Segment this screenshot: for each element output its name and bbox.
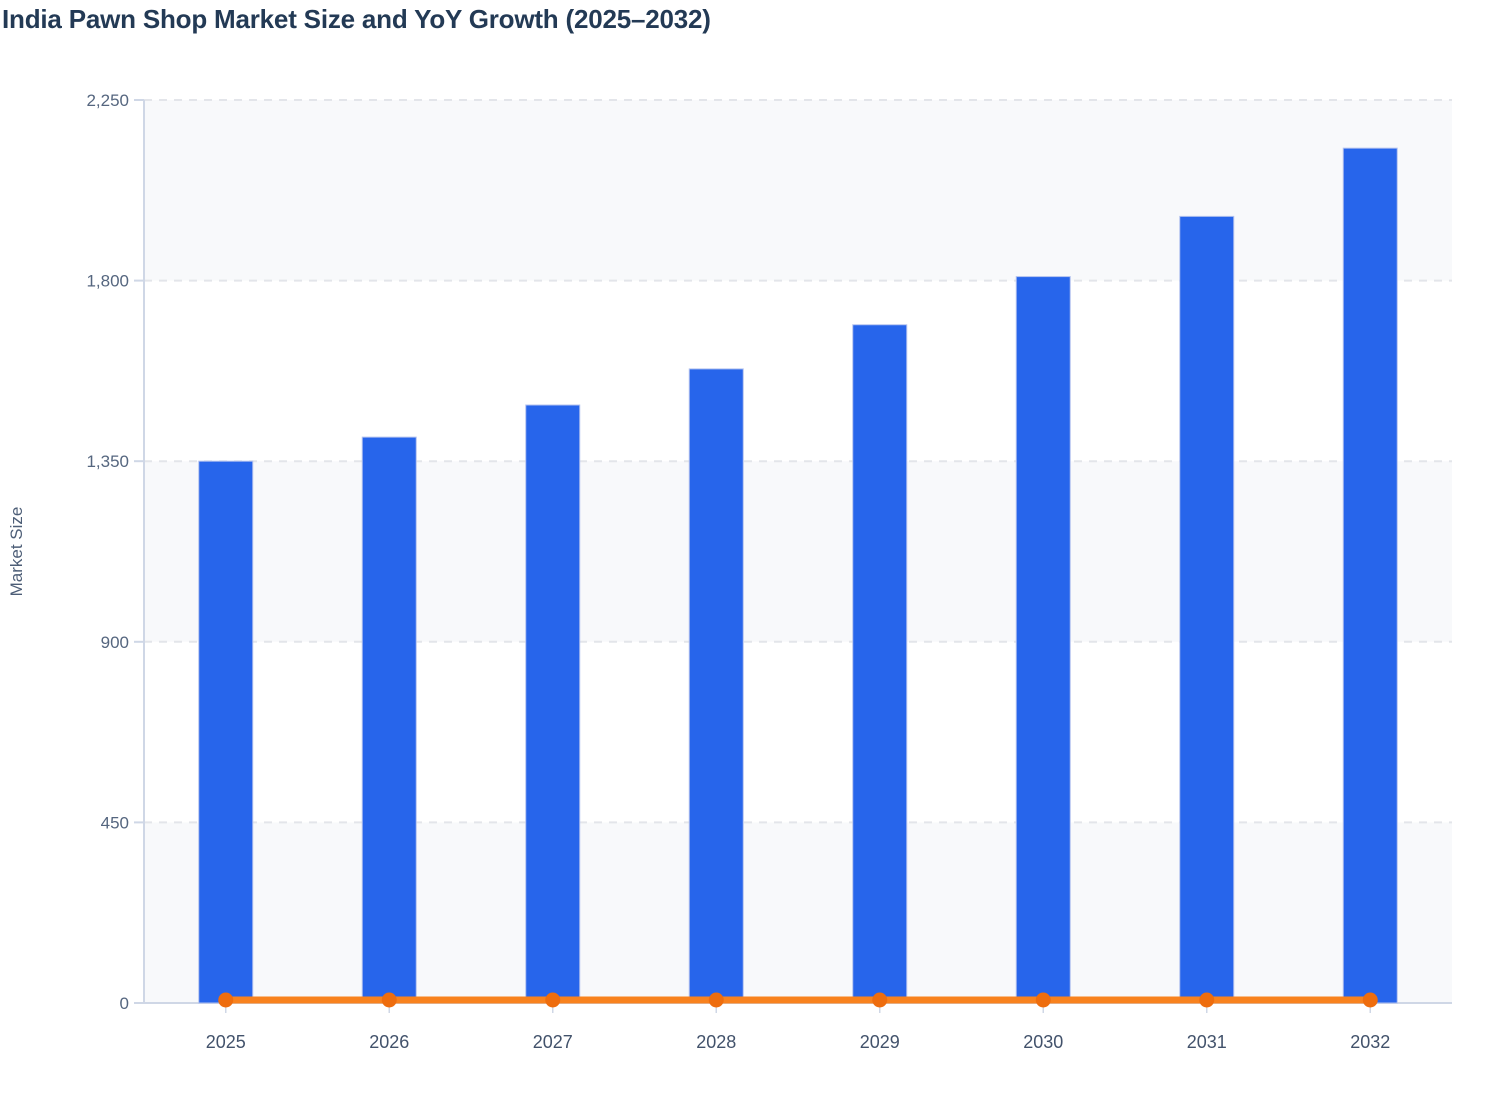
yoy-point-2029[interactable] xyxy=(872,992,888,1008)
bar-2030[interactable] xyxy=(1015,276,1071,1004)
x-label-2030: 2030 xyxy=(1023,1032,1063,1052)
x-label-2027: 2027 xyxy=(533,1032,573,1052)
yoy-point-2026[interactable] xyxy=(381,992,397,1008)
bar-2029[interactable] xyxy=(852,324,908,1004)
x-label-2031: 2031 xyxy=(1187,1032,1227,1052)
yoy-point-2032[interactable] xyxy=(1362,992,1378,1008)
bar-2026[interactable] xyxy=(361,436,417,1004)
plot-band xyxy=(144,822,1452,1003)
y-tick-label: 0 xyxy=(120,994,129,1013)
y-tick-label: 1,800 xyxy=(86,272,129,291)
x-label-2025: 2025 xyxy=(206,1032,246,1052)
chart-title: India Pawn Shop Market Size and YoY Grow… xyxy=(2,4,711,34)
bar-2031[interactable] xyxy=(1179,215,1235,1004)
y-tick-label: 900 xyxy=(101,633,129,652)
y-tick-label: 2,250 xyxy=(86,91,129,110)
yoy-point-2027[interactable] xyxy=(545,992,561,1008)
yoy-point-2030[interactable] xyxy=(1035,992,1051,1008)
yoy-point-2028[interactable] xyxy=(708,992,724,1008)
bar-2025[interactable] xyxy=(198,460,254,1004)
bar-2032[interactable] xyxy=(1342,147,1398,1004)
yoy-point-2031[interactable] xyxy=(1199,992,1215,1008)
x-label-2028: 2028 xyxy=(696,1032,736,1052)
x-label-2029: 2029 xyxy=(860,1032,900,1052)
plot-band xyxy=(144,461,1452,642)
y-axis-title: Market Size xyxy=(7,507,26,597)
y-tick-label: 450 xyxy=(101,813,129,832)
bar-2028[interactable] xyxy=(688,368,744,1004)
x-label-2026: 2026 xyxy=(369,1032,409,1052)
plot-band xyxy=(144,100,1452,281)
y-tick-label: 1,350 xyxy=(86,452,129,471)
yoy-point-2025[interactable] xyxy=(218,992,234,1008)
x-label-2032: 2032 xyxy=(1350,1032,1390,1052)
bar-2027[interactable] xyxy=(525,404,581,1004)
